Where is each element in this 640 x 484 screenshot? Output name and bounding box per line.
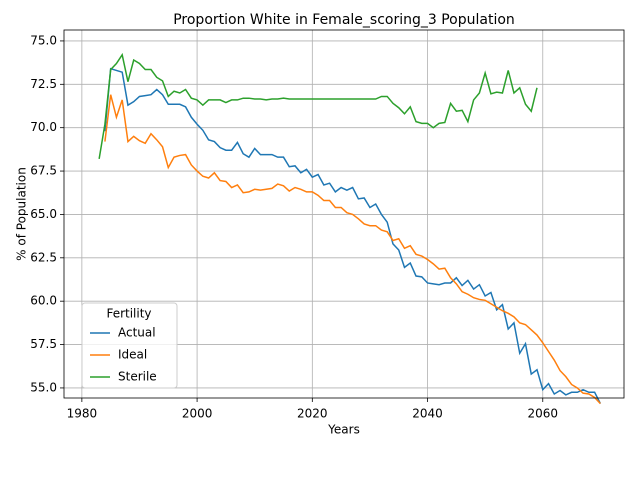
series-line [104,94,601,405]
y-tick-label: 72.5 [30,77,57,91]
series-line [98,52,538,160]
y-tick-label: 57.5 [30,337,57,351]
y-tick-label: 70.0 [30,120,57,134]
y-axis-label: % of Population [15,167,29,261]
y-tick-label: 55.0 [30,380,57,394]
x-tick-label: 1980 [67,407,98,421]
legend-box [81,302,178,389]
y-tick-label: 62.5 [30,250,57,264]
legend-label: Actual [118,326,156,340]
legend-label: Ideal [118,348,147,362]
y-tick-label: 75.0 [30,33,57,47]
legend-title: Fertility [106,307,151,321]
plot-frame [63,29,625,399]
x-tick-label: 2060 [527,407,558,421]
x-axis-label: Years [327,423,360,437]
y-tick-label: 65.0 [30,207,57,221]
series-line [104,67,602,404]
x-tick-label: 2040 [412,407,443,421]
y-tick-label: 60.0 [30,294,57,308]
x-tick-label: 2020 [297,407,328,421]
legend-label: Sterile [118,370,157,384]
chart-title: Proportion White in Female_scoring_3 Pop… [173,12,515,28]
y-tick-label: 67.5 [30,164,57,178]
x-tick-label: 2000 [182,407,213,421]
